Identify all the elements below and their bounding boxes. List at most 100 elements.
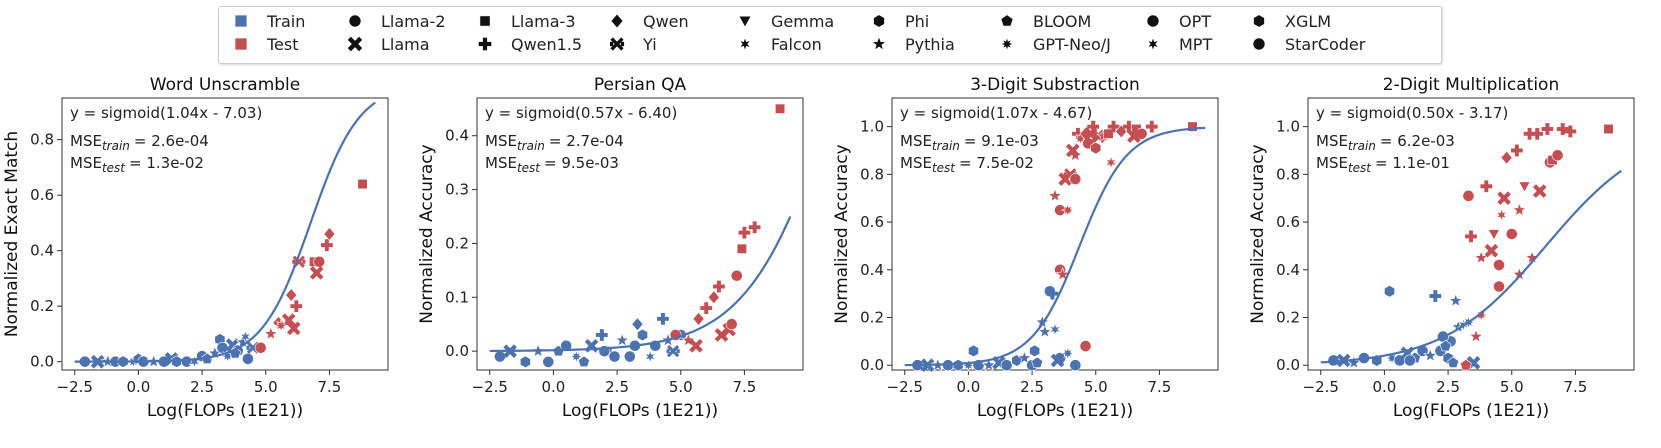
test-point	[274, 318, 288, 333]
test-point	[263, 326, 279, 341]
train-point	[595, 329, 608, 341]
train-point	[1049, 322, 1061, 337]
x-tick-label: −2.5	[887, 378, 923, 396]
circle-marker-icon	[1252, 37, 1266, 51]
test-point	[681, 332, 696, 347]
test-point	[286, 321, 301, 336]
train-point	[1069, 359, 1082, 372]
legend-gemma-marker	[738, 15, 752, 28]
test-point	[1603, 123, 1614, 135]
test-point	[689, 338, 703, 353]
train-point	[1447, 356, 1460, 368]
plus-marker-icon	[478, 37, 492, 51]
test-point	[725, 318, 738, 331]
legend-llama-2-label: Llama-2	[381, 11, 446, 31]
x-tick-label: 7.5	[732, 378, 756, 396]
legend-test: Test	[231, 33, 299, 55]
diamond-marker-icon	[610, 13, 624, 29]
legend-llama-marker	[347, 36, 363, 52]
x-tick-label: −2.5	[472, 378, 508, 396]
data-points	[1327, 123, 1614, 371]
data-points	[79, 178, 368, 369]
legend-phi: Phi	[869, 10, 929, 32]
y-axis-label: Normalized Accuracy	[417, 144, 437, 323]
test-point	[700, 302, 713, 314]
legend-qwen-marker	[610, 13, 624, 29]
test-point	[1531, 127, 1544, 140]
fit-equation: y = sigmoid(0.57x - 6.40)	[485, 104, 677, 122]
train-point	[1046, 287, 1059, 300]
x-tick-label: 2.5	[1436, 378, 1460, 396]
test-point	[1541, 123, 1554, 135]
star6-marker-icon	[1146, 36, 1160, 52]
x-tick-label: 5.0	[1084, 378, 1108, 396]
test-point	[1497, 191, 1511, 206]
chart-persian-qa: Persian QA−2.5 0.0 2.5 5.0 7.50.00.10.20.30.…	[417, 75, 804, 421]
test-point	[1103, 128, 1114, 139]
test-point	[1127, 129, 1141, 143]
test-point	[1462, 189, 1475, 202]
x-tick-label: −2.5	[1303, 378, 1339, 396]
y-tick-label: 0.6	[1276, 213, 1300, 231]
legend-gpt-neo-j-marker	[999, 36, 1015, 52]
test-point	[1069, 173, 1082, 186]
train-point	[981, 357, 996, 372]
x-marker-icon	[347, 36, 363, 52]
train-point	[1017, 350, 1032, 365]
y-tick-label: 0.0	[30, 353, 54, 371]
legend-phi-label: Phi	[905, 11, 930, 31]
legend-falcon: Falcon	[735, 33, 822, 55]
x-tick-label: 2.5	[605, 378, 629, 396]
test-point	[1079, 340, 1092, 353]
y-tick-label: 0.8	[1276, 165, 1300, 183]
test-point	[1066, 143, 1080, 158]
test-point	[323, 227, 336, 241]
test-point	[713, 280, 725, 293]
x-tick-label: 7.5	[1147, 378, 1171, 396]
test-point	[692, 311, 705, 326]
data-points	[911, 120, 1198, 373]
y-tick-label: 0.8	[30, 131, 54, 149]
y-tick-label: 0.4	[445, 127, 469, 145]
legend-mpt-marker	[1146, 36, 1160, 52]
test-point	[714, 328, 729, 342]
test-point	[290, 300, 303, 313]
test-point	[738, 226, 751, 239]
legend-train: Train	[231, 10, 305, 32]
train-point	[560, 339, 573, 352]
train-point	[1037, 324, 1053, 338]
y-tick-label: 0.2	[1276, 309, 1300, 327]
mse-train: MSEtrain = 2.6e-04	[70, 132, 209, 153]
y-tick-label: 0.2	[860, 309, 884, 327]
test-point	[357, 178, 368, 190]
x-tick-label: 0.0	[1372, 378, 1396, 396]
test-point	[1500, 150, 1513, 165]
test-point	[736, 243, 747, 254]
train-point	[1029, 344, 1041, 358]
train-point	[216, 341, 229, 354]
legend-train-marker	[234, 14, 248, 28]
legend-llama-3-label: Llama-3	[511, 11, 576, 31]
x-axis-label: Log(FLOPs (1E21))	[562, 401, 718, 421]
train-point	[1031, 356, 1044, 368]
train-point	[542, 356, 555, 368]
test-point	[1055, 266, 1070, 281]
chart-title: 2-Digit Multiplication	[1383, 75, 1559, 95]
train-point	[1448, 293, 1463, 307]
train-point	[1050, 353, 1065, 368]
test-point	[285, 288, 298, 302]
test-point	[1047, 188, 1063, 202]
chart-title: 3-Digit Substraction	[970, 75, 1140, 95]
y-tick-label: 0.0	[1276, 356, 1300, 374]
pentagon-marker-icon	[1000, 14, 1014, 27]
y-tick-label: 0.4	[30, 242, 54, 260]
legend-opt-label: OPT	[1179, 11, 1212, 31]
legend-llama: Llama	[345, 33, 430, 55]
mse-test: MSEtest = 7.5e-02	[900, 154, 1034, 175]
test-point	[730, 269, 743, 282]
legend-train-label: Train	[267, 11, 306, 31]
legend-bloom-label: BLOOM	[1033, 11, 1092, 31]
test-point	[313, 255, 326, 268]
train-point	[1429, 290, 1442, 302]
sigmoid-fit-line	[489, 216, 792, 353]
